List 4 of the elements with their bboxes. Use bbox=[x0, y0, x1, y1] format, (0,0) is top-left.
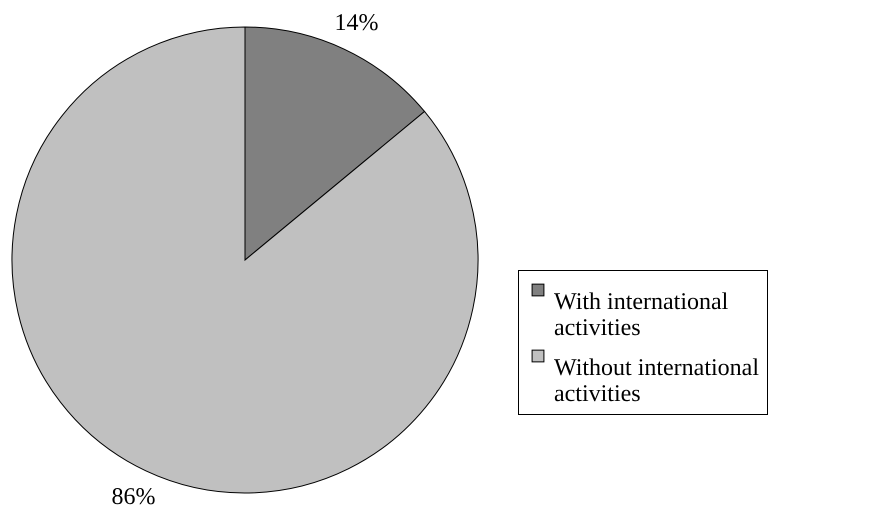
data-label: 86% bbox=[111, 484, 156, 508]
data-label: 14% bbox=[334, 10, 379, 36]
legend-label: Without international activities bbox=[554, 355, 760, 407]
legend-label: With international activities bbox=[554, 289, 729, 341]
